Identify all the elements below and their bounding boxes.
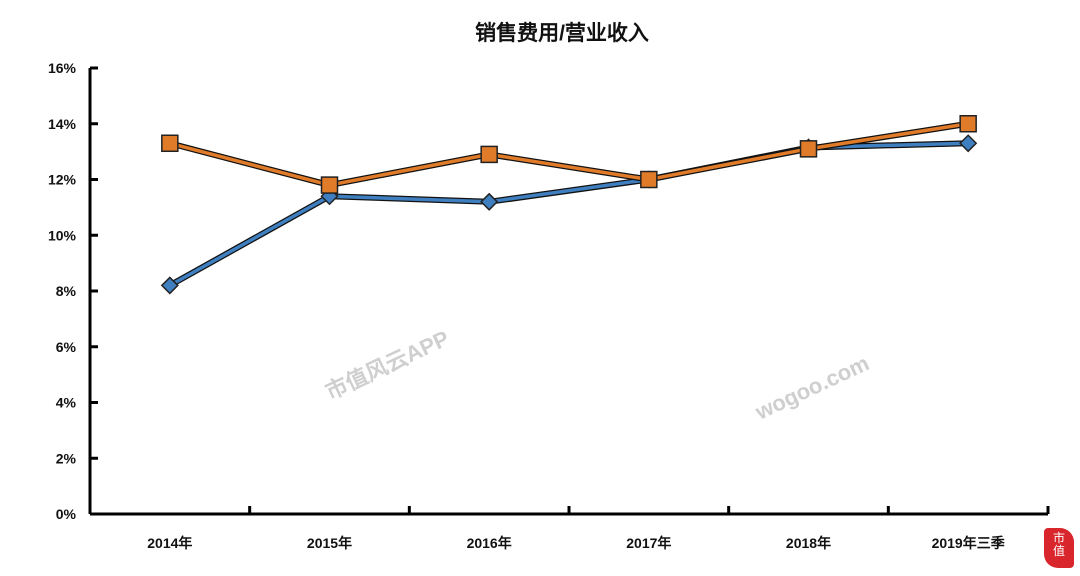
x-tick-label: 2015年	[307, 535, 352, 551]
data-point	[959, 134, 978, 153]
data-point	[799, 140, 818, 158]
x-tick-label: 2019年三季	[932, 535, 1005, 551]
data-point	[161, 134, 179, 153]
data-point	[640, 170, 658, 189]
data-point	[480, 192, 499, 211]
y-tick-label: 14%	[48, 116, 77, 132]
axes: 0% 2% 4% 6% 8% 10% 12% 14% 16% 2014年 2015年 2016年 201…	[48, 60, 1050, 551]
x-tick-label: 2016年	[467, 535, 512, 551]
series-0	[160, 134, 978, 295]
y-tick-label: 12%	[48, 172, 77, 188]
y-tick-label: 8%	[56, 283, 77, 299]
y-tick-label: 16%	[48, 60, 77, 76]
data-point	[480, 145, 498, 164]
chart-title: 销售费用/营业收入	[475, 21, 649, 45]
x-tick-label: 2018年	[786, 535, 831, 551]
watermark-text: wogoo.com	[751, 350, 873, 425]
data-point	[320, 176, 339, 194]
y-tick-label: 4%	[56, 395, 77, 411]
y-tick-label: 6%	[56, 339, 77, 355]
data-point	[160, 276, 179, 295]
watermark: 市值风云APP wogoo.com	[322, 326, 873, 425]
brand-logo: 市值	[1044, 528, 1074, 568]
y-tick-label: 10%	[48, 227, 77, 243]
data-point	[959, 115, 977, 133]
x-tick-label: 2017年	[626, 535, 671, 551]
y-tick-label: 0%	[56, 506, 77, 522]
x-tick-label: 2014年	[147, 535, 192, 551]
series-line	[169, 122, 969, 187]
watermark-text: 市值风云APP	[322, 326, 453, 405]
series-1	[161, 115, 977, 194]
series-group	[160, 115, 978, 295]
y-tick-label: 2%	[56, 450, 77, 466]
